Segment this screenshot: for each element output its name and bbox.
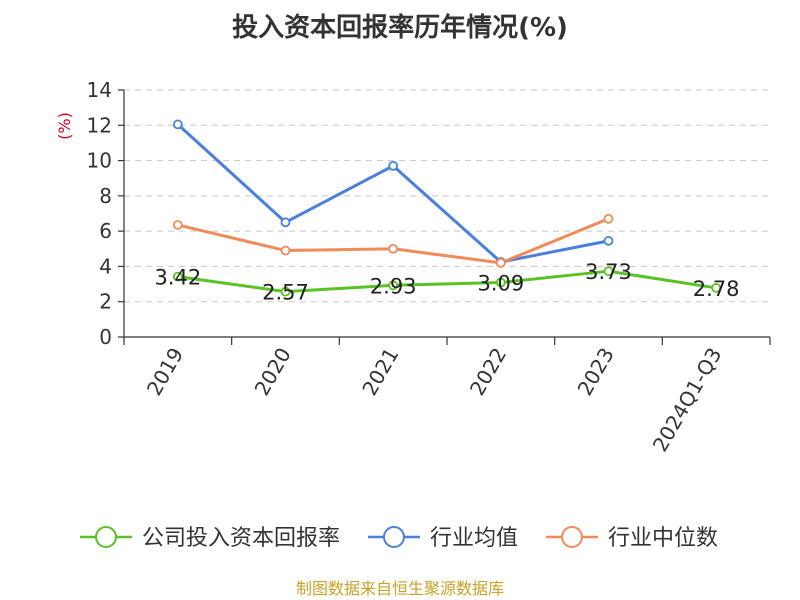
data-point <box>711 283 722 293</box>
legend-swatch-marker <box>561 526 583 548</box>
data-point <box>603 235 614 246</box>
y-tick-label: 14 <box>87 78 112 102</box>
legend: 公司投入资本回报率 行业均值 行业中位数 <box>80 526 718 551</box>
y-tick-label: 4 <box>99 254 112 278</box>
grid-lines <box>124 89 770 303</box>
data-label: 2.78 <box>693 277 740 301</box>
data-label: 2.57 <box>262 281 309 305</box>
data-point <box>280 217 291 228</box>
data-point <box>388 280 399 291</box>
y-tick-label: 10 <box>87 149 112 173</box>
data-label: 3.09 <box>477 271 524 295</box>
data-point <box>603 213 614 224</box>
data-point <box>280 286 291 297</box>
axes <box>118 89 771 345</box>
data-point <box>280 245 291 256</box>
data-point <box>603 266 614 277</box>
data-label: 3.42 <box>154 266 201 290</box>
y-tick-label: 2 <box>99 290 112 314</box>
y-tick-label: 12 <box>87 113 112 137</box>
data-label: 3.73 <box>585 260 632 284</box>
series-line <box>177 269 717 294</box>
y-tick-labels: 0 2 4 6 8 10 12 14 <box>87 78 112 349</box>
legend-label: 行业中位数 <box>608 526 718 551</box>
source-note: 制图数据来自恒生聚源数据库 <box>296 579 504 598</box>
y-tick-label: 0 <box>99 325 112 349</box>
x-tick-label: 2024Q1-Q3 <box>648 344 727 456</box>
series-line <box>177 217 610 265</box>
series-points <box>172 119 722 297</box>
data-point <box>172 220 183 230</box>
legend-label: 公司投入资本回报率 <box>142 526 340 551</box>
x-tick-label: 2021 <box>357 344 403 400</box>
y-tick-label: 8 <box>99 184 112 208</box>
data-label: 2.93 <box>370 274 417 298</box>
x-tick-label: 2022 <box>465 344 511 400</box>
data-point <box>172 119 183 130</box>
data-point <box>172 271 183 282</box>
y-tick-label: 6 <box>99 219 112 243</box>
x-tick-label: 2020 <box>250 344 296 400</box>
x-tick-labels: 2019 2020 2021 2022 2023 2024Q1-Q3 <box>142 344 727 456</box>
data-point <box>495 277 506 288</box>
y-axis-unit: (%) <box>55 112 74 140</box>
data-point <box>388 243 399 254</box>
x-tick-label: 2023 <box>573 344 619 400</box>
data-labels: 3.42 2.57 2.93 3.09 3.73 2.78 <box>154 260 739 304</box>
data-point <box>495 257 506 268</box>
data-point <box>388 160 399 171</box>
x-tick-label: 2019 <box>142 344 188 400</box>
legend-swatch-marker <box>383 526 405 548</box>
legend-swatch-marker <box>95 526 117 548</box>
legend-label: 行业均值 <box>430 526 518 551</box>
chart-title: 投入资本回报率历年情况(%) <box>232 12 568 43</box>
